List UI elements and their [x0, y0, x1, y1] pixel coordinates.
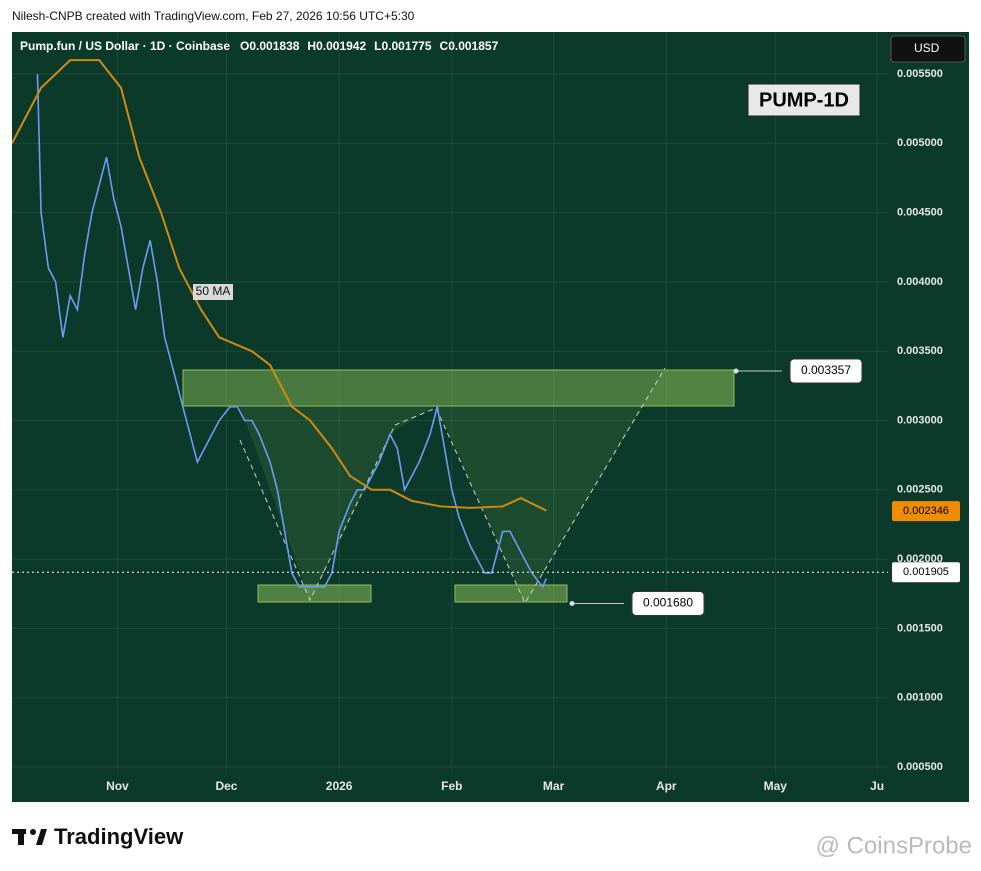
x-tick-label: Nov	[106, 779, 129, 793]
y-tick-label: 0.001500	[897, 622, 943, 634]
target-point	[569, 600, 575, 606]
price-line	[36, 73, 548, 589]
support-zone	[454, 584, 568, 603]
y-tick-label: 0.002000	[897, 553, 943, 565]
y-tick-label: 0.005000	[897, 137, 943, 149]
currency-box[interactable]	[890, 35, 966, 63]
ma-price-label: 0.002346	[903, 505, 949, 517]
attribution: Nilesh-CNPB created with TradingView.com…	[12, 9, 415, 23]
target-box	[789, 358, 863, 384]
current-price-box	[892, 562, 960, 583]
target-label: 0.001680	[643, 596, 693, 610]
y-tick-label: 0.002500	[897, 484, 943, 496]
target-label: 0.003357	[801, 363, 851, 377]
ma-label-box	[193, 284, 233, 300]
footer-logo	[12, 829, 47, 845]
x-tick-label: Apr	[656, 779, 677, 793]
x-tick-label: Feb	[441, 779, 462, 793]
ohlc-value: H0.001942	[307, 39, 366, 53]
target-point	[733, 368, 739, 374]
x-tick-label: Dec	[215, 779, 237, 793]
badge-box	[747, 83, 861, 117]
y-tick-label: 0.004500	[897, 207, 943, 219]
ma-label: 50 MA	[196, 284, 231, 298]
badge: PUMP-1D	[759, 89, 849, 111]
support-zone	[257, 584, 372, 603]
currency[interactable]: USD	[914, 41, 940, 55]
y-tick-label: 0.000500	[897, 761, 943, 773]
ohlc-value: C0.001857	[440, 39, 499, 53]
pattern-area	[240, 370, 734, 603]
y-tick-label: 0.003500	[897, 345, 943, 357]
symbol: Pump.fun / US Dollar · 1D · Coinbase	[20, 39, 230, 53]
y-tick-label: 0.001000	[897, 692, 943, 704]
x-tick-label: 2026	[326, 779, 353, 793]
ohlc-value: O0.001838	[240, 39, 300, 53]
y-tick-label: 0.003000	[897, 414, 943, 426]
y-tick-label: 0.005500	[897, 68, 943, 80]
ohlc-value: L0.001775	[374, 39, 432, 53]
resistance-zone	[182, 369, 735, 407]
x-tick-label: Ju	[870, 779, 884, 793]
chart-background	[12, 32, 969, 802]
target-box	[631, 590, 705, 616]
watermark: @ CoinsProbe	[816, 832, 972, 859]
x-tick-label: Mar	[543, 779, 565, 793]
ma-price-box	[892, 501, 960, 522]
pattern-outline	[239, 367, 666, 605]
y-tick-label: 0.004000	[897, 276, 943, 288]
brand: TradingView	[54, 824, 184, 849]
current-price-label: 0.001905	[903, 566, 949, 578]
x-tick-label: May	[764, 779, 788, 793]
moving-average	[12, 59, 547, 512]
